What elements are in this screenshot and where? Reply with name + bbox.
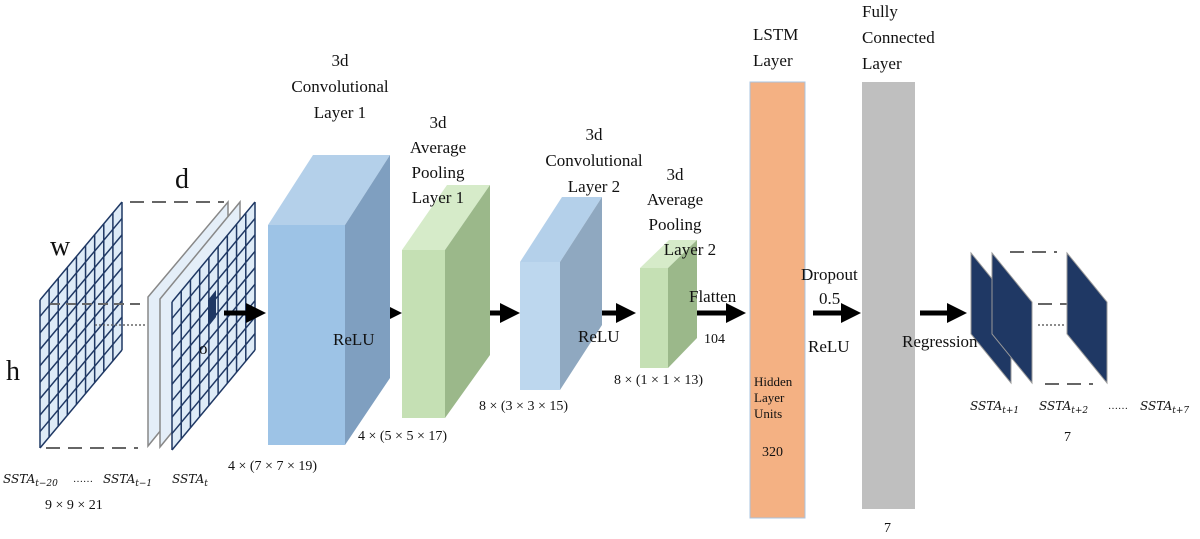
grid-background <box>172 202 255 450</box>
pool2-title-line3: Pooling <box>649 215 702 234</box>
pool1-top-face <box>402 185 490 250</box>
pool1-title-line4: Layer 1 <box>412 188 464 207</box>
lstm-units: 320 <box>762 445 783 460</box>
grid-line <box>39 217 123 317</box>
conv1-title-line1: 3d <box>332 51 350 70</box>
fc-block <box>862 82 915 509</box>
pool2-front-face <box>640 268 668 368</box>
width-label: w <box>50 231 71 262</box>
grid-line <box>39 333 123 433</box>
regression-label: Regression <box>902 332 978 351</box>
input-ellipsis: …… <box>73 474 93 485</box>
output-ellipsis: …… <box>1108 401 1128 412</box>
lstm-layer: LSTM Layer Hidden Layer Units 320 <box>749 25 806 519</box>
output-cell-label: o <box>199 339 208 358</box>
pool2-title-line2: Average <box>647 190 703 209</box>
lstm-block <box>749 81 806 519</box>
grid-line <box>171 349 256 451</box>
input-volume: w h d o SSTAt−20 …… SSTAt−1 SSTAt 9 × 9 … <box>3 164 256 513</box>
grid-line <box>39 250 123 350</box>
conv2-shape: 8 × (3 × 3 × 15) <box>479 399 568 414</box>
grid-line <box>39 234 123 334</box>
grid-line <box>39 316 123 416</box>
conv1-shape: 4 × (7 × 7 × 19) <box>228 459 317 474</box>
conv1-title-line3: Layer 1 <box>314 103 366 122</box>
grid-line <box>39 283 123 383</box>
grid-line <box>171 201 256 303</box>
output-cell-highlight <box>208 290 216 327</box>
output-label-t+2: SSTAt+2 <box>1039 399 1088 416</box>
flatten-size: 104 <box>704 332 725 347</box>
input-grid-last-frame <box>171 201 256 451</box>
pool1-title-line3: Pooling <box>412 163 465 182</box>
pool1-front-face <box>402 250 445 418</box>
conv2-top-face <box>520 197 602 262</box>
lstm-inner-line2: Layer <box>754 390 785 405</box>
output-frame-t+2 <box>991 251 1033 385</box>
output-label-t+7: SSTAt+7 <box>1140 399 1189 416</box>
conv2-title-line2: Convolutional <box>545 151 643 170</box>
pool2-shape: 8 × (1 × 1 × 13) <box>614 373 703 388</box>
grid-line <box>171 217 256 319</box>
fc-title-line2: Connected <box>862 28 935 47</box>
pool2-title-line1: 3d <box>667 165 685 184</box>
lstm-title-line2: Layer <box>753 51 793 70</box>
conv2-title-line3: Layer 2 <box>568 177 620 196</box>
fully-connected-layer: Fully Connected Layer 7 <box>862 2 935 536</box>
frame-label-t-20: SSTAt−20 <box>3 472 58 489</box>
grid-line <box>171 316 256 418</box>
pool1-side-face <box>445 185 490 418</box>
conv2-title-line1: 3d <box>586 125 604 144</box>
grid-line <box>171 234 256 336</box>
depth-label: d <box>175 164 189 195</box>
grid-line <box>39 300 123 400</box>
input-grid-first-frame <box>39 201 123 449</box>
grid-background <box>40 202 122 448</box>
conv2-activation: ReLU <box>578 327 620 346</box>
grid-line <box>39 349 123 449</box>
dropout-label: Dropout <box>801 265 858 284</box>
output-size: 7 <box>1064 430 1071 445</box>
lstm-inner-line1: Hidden <box>754 374 793 389</box>
conv1-title-line2: Convolutional <box>291 77 389 96</box>
lstm-inner-line3: Units <box>754 406 782 421</box>
frame-label-t: SSTAt <box>172 472 208 489</box>
output-frames: Regression SSTAt+1 SSTAt+2 …… SSTAt+7 7 <box>902 251 1189 445</box>
pool-layer-1: 3d Average Pooling Layer 1 4 × (5 × 5 × … <box>358 113 490 444</box>
flatten-label: Flatten <box>689 287 737 306</box>
output-label-t+1: SSTAt+1 <box>970 399 1019 416</box>
grid-line <box>171 333 256 435</box>
dropout-rate: 0.5 <box>819 289 840 308</box>
height-label: h <box>6 356 20 387</box>
conv-layer-1: 3d Convolutional Layer 1 ReLU 4 × (7 × 7… <box>228 51 390 474</box>
pool-layer-2: 3d Average Pooling Layer 2 8 × (1 × 1 × … <box>614 165 737 388</box>
conv2-side-face <box>560 197 602 390</box>
pool1-title-line1: 3d <box>430 113 448 132</box>
fc-title-line1: Fully <box>862 2 898 21</box>
conv2-front-face <box>520 262 560 390</box>
grid-line <box>39 267 123 367</box>
pool2-top-face <box>640 240 697 268</box>
grid-line <box>171 283 256 385</box>
conv-layer-2: 3d Convolutional Layer 2 ReLU 8 × (3 × 3… <box>479 125 643 414</box>
fc-title-line3: Layer <box>862 54 902 73</box>
lstm-title-line1: LSTM <box>753 25 798 44</box>
grid-line <box>171 300 256 402</box>
output-frame-t+7 <box>1066 251 1108 385</box>
conv1-side-face <box>345 155 390 445</box>
pool1-shape: 4 × (5 × 5 × 17) <box>358 429 447 444</box>
pool1-title-line2: Average <box>410 138 466 157</box>
grid-line <box>39 201 123 301</box>
conv1-activation: ReLU <box>333 330 375 349</box>
conv1-front-face <box>268 225 345 445</box>
frame-label-t-1: SSTAt−1 <box>103 472 152 489</box>
pool2-title-line4: Layer 2 <box>664 240 716 259</box>
dropout-activation: ReLU <box>808 337 850 356</box>
fc-size: 7 <box>884 521 891 536</box>
conv1-top-face <box>268 155 390 225</box>
pool2-side-face <box>668 240 697 368</box>
input-shape-label: 9 × 9 × 21 <box>45 498 103 513</box>
